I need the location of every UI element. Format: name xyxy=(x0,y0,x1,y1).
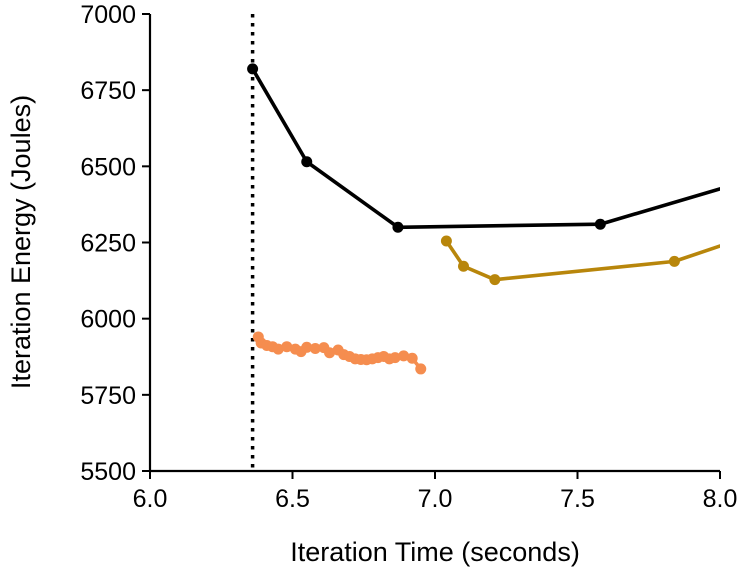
y-tick-label: 6250 xyxy=(80,230,136,258)
data-point xyxy=(729,179,740,190)
data-point xyxy=(247,63,259,75)
y-axis-label: Iteration Energy (Joules) xyxy=(6,95,36,389)
data-point xyxy=(743,231,747,242)
data-point xyxy=(406,352,418,364)
data-point xyxy=(398,350,410,362)
series-3 xyxy=(252,331,427,375)
data-point xyxy=(389,352,401,364)
data-point xyxy=(440,235,452,247)
data-point xyxy=(301,341,313,353)
y-tick-label: 5500 xyxy=(80,458,136,486)
data-point xyxy=(458,260,469,272)
x-axis-label: Iteration Time (seconds) xyxy=(290,537,580,567)
data-point xyxy=(309,343,321,355)
data-point xyxy=(415,363,427,375)
x-tick-label: 6.0 xyxy=(133,485,168,513)
data-point xyxy=(301,156,313,168)
y-tick-label: 6000 xyxy=(80,306,136,334)
x-tick-label: 6.5 xyxy=(275,485,310,513)
series-2 xyxy=(440,231,747,286)
plot-area xyxy=(247,14,747,471)
series-1 xyxy=(247,63,740,233)
data-point xyxy=(668,255,680,267)
series-line xyxy=(250,67,720,230)
data-point xyxy=(489,274,501,286)
x-tick-label: 8.0 xyxy=(703,485,738,513)
tick-group: 6.0 6.5 7.0 7.5 8.0 5500 5750 6000 6250 6500 6750 7… xyxy=(80,1,737,513)
axes xyxy=(148,14,720,473)
series-line xyxy=(444,239,720,282)
y-tick-label: 6500 xyxy=(80,153,136,181)
data-point xyxy=(281,341,293,353)
x-tick-label: 7.0 xyxy=(418,485,453,513)
data-point xyxy=(594,218,606,230)
y-tick-label: 5750 xyxy=(80,382,136,410)
x-tick-label: 7.5 xyxy=(560,485,595,513)
series-group xyxy=(247,63,747,375)
data-point xyxy=(324,347,336,359)
y-tick-label: 6750 xyxy=(80,77,136,105)
y-tick-label: 7000 xyxy=(80,1,136,29)
data-point xyxy=(272,343,284,355)
data-point xyxy=(392,221,404,233)
